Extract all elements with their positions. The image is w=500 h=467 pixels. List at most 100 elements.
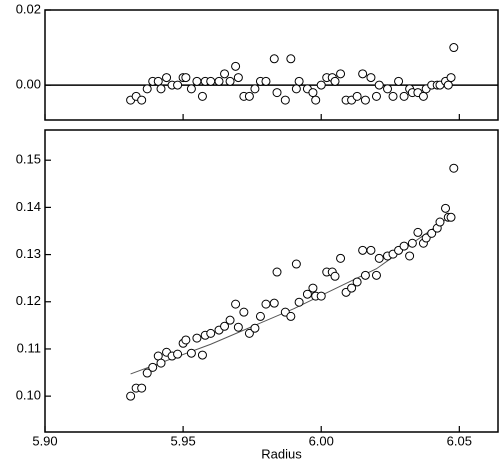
y-tick-label: 0.00 [16,77,41,92]
panel-frame [44,129,499,433]
data-point [239,307,249,317]
data-point [220,321,230,331]
data-point [173,80,183,90]
data-point [446,212,456,222]
data-point [352,91,362,101]
data-point [330,76,340,86]
data-point [220,69,230,79]
data-point [358,245,368,255]
data-point [148,362,158,372]
data-point [181,335,191,345]
data-point [225,315,235,325]
data-point [142,368,152,378]
panel-frame [44,9,499,121]
data-point [316,291,326,301]
data-point [192,333,202,343]
data-point [156,84,166,94]
data-point [269,54,279,64]
data-point [435,217,445,227]
data-point [286,311,296,321]
y-tick-label: 0.14 [16,199,41,214]
data-point [371,91,381,101]
data-point [261,299,271,309]
data-point [336,69,346,79]
data-point [197,350,207,360]
data-point [366,245,376,255]
y-tick-label: 0.15 [16,152,41,167]
data-point [250,323,260,333]
data-point [371,270,381,280]
data-point [399,91,409,101]
y-tick-label: 0.11 [17,340,41,355]
data-point [358,69,368,79]
data-point [197,91,207,101]
data-point [156,358,166,368]
y-tick-label: 0.13 [16,246,41,261]
data-point [446,73,456,83]
data-point [206,76,216,86]
data-point [374,80,384,90]
data-point [137,95,147,105]
data-point [383,84,393,94]
data-point [186,348,196,358]
data-point [126,391,136,401]
data-point [231,61,241,71]
data-point [336,253,346,263]
data-point [316,80,326,90]
data-point [449,163,459,173]
data-point [405,251,415,261]
data-point [360,270,370,280]
data-point [286,54,296,64]
y-tick-label: 0.02 [16,1,41,16]
data-point [399,241,409,251]
data-point [206,328,216,338]
data-point [418,91,428,101]
data-point [291,259,301,269]
data-point [137,383,147,393]
data-point [427,228,437,238]
data-point [449,43,459,53]
data-point [162,73,172,83]
data-point [308,88,318,98]
data-point [280,95,290,105]
x-tick-label: 5.95 [170,433,195,448]
data-point [173,349,183,359]
data-point [413,227,423,237]
data-point [294,76,304,86]
x-tick-label: 6.05 [447,433,472,448]
data-point [225,76,235,86]
data-point [407,238,417,248]
x-tick-label: 5.90 [32,433,57,448]
data-point [272,88,282,98]
data-point [291,84,301,94]
data-point [272,267,282,277]
data-point [233,73,243,83]
data-point [360,95,370,105]
data-point [214,76,224,86]
x-tick-label: 6.00 [309,433,334,448]
data-point [374,253,384,263]
data-point [269,298,279,308]
data-point [308,283,318,293]
data-point [443,80,453,90]
data-point [244,91,254,101]
data-point [142,84,152,94]
data-point [347,283,357,293]
data-point [294,297,304,307]
data-point [261,76,271,86]
data-point [244,328,254,338]
data-point [302,289,312,299]
data-point [192,76,202,86]
x-axis-label: Radius [261,446,302,461]
data-point [153,76,163,86]
data-point [441,203,451,213]
data-point [394,76,404,86]
data-point [181,73,191,83]
data-point [311,95,321,105]
data-point [352,277,362,287]
y-tick-label: 0.12 [16,293,41,308]
data-point [233,322,243,332]
data-point [366,73,376,83]
data-point [250,84,260,94]
